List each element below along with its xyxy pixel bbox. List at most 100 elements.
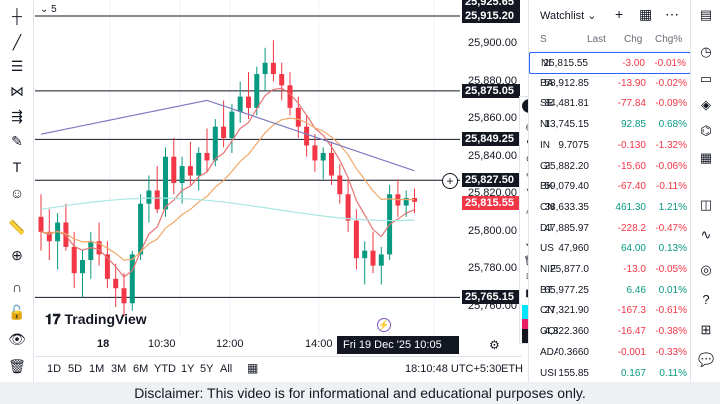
- watchlist-list-icon[interactable]: ▤: [699, 7, 713, 22]
- broadcast-icon[interactable]: ◎: [700, 262, 712, 277]
- alerts-clock-icon[interactable]: ◷: [700, 44, 712, 59]
- time-tick-label: 12:00: [216, 338, 244, 350]
- help-icon[interactable]: ?: [702, 292, 710, 307]
- candle-body: [337, 175, 343, 195]
- time-axis[interactable]: 18 10:30 12:00 14:00 Fri 19 Dec '25 10:0…: [35, 336, 522, 354]
- sma-line: [40, 99, 415, 172]
- range-1m-button[interactable]: 1M: [89, 363, 105, 375]
- watchlist-row[interactable]: DJ 47,885.97 -228.2 -0.47%: [529, 218, 691, 240]
- watchlist-row[interactable]: BT 65,977.25 6.46 0.01%: [529, 280, 691, 302]
- watchlist-change: -0.001: [617, 346, 646, 358]
- notifications-icon[interactable]: ◫: [699, 197, 713, 212]
- emoji-icon[interactable]: ☺: [9, 185, 25, 201]
- chat-icon[interactable]: ▭: [699, 71, 713, 86]
- watchlist-last-price: 27,321.90: [544, 305, 590, 317]
- watchlist-title-dropdown[interactable]: Watchlist ⌄: [540, 10, 597, 22]
- trash-icon[interactable]: 🗑: [8, 357, 26, 374]
- watchlist-symbol: GI: [540, 160, 551, 172]
- chart-pane[interactable]: [35, 0, 460, 336]
- grid-layout-icon[interactable]: ⊞: [700, 322, 712, 337]
- range-all-button[interactable]: All: [220, 363, 233, 375]
- trend-line-icon[interactable]: ╱: [12, 33, 22, 50]
- candle-body: [80, 260, 85, 274]
- price-axis[interactable]: 25,900.00 25,880.00 25,860.00 25,840.00 25,8…: [460, 0, 522, 336]
- watchlist-row[interactable]: SE 84,481.81 -77.84 -0.09%: [529, 93, 691, 115]
- col-chg[interactable]: Chg: [624, 34, 643, 45]
- watchlist-row[interactable]: USI 155.85 0.167 0.11%: [529, 363, 691, 385]
- price-level-tag[interactable]: 25,875.05: [462, 83, 520, 98]
- watchlist-change-pct: 1.21%: [658, 201, 687, 213]
- price-level-tag[interactable]: 25,765.15: [462, 290, 520, 305]
- range-1y-button[interactable]: 1Y: [181, 363, 195, 375]
- pulse-icon[interactable]: ∿: [700, 227, 712, 242]
- brush-icon[interactable]: ✎: [11, 132, 23, 149]
- candlestick-chart[interactable]: [35, 0, 460, 336]
- candle-body: [237, 96, 243, 112]
- chat-bubble-icon[interactable]: 💬: [698, 352, 715, 367]
- chart-settings-gear-icon[interactable]: ⚙: [489, 338, 500, 352]
- watchlist-row[interactable]: ADA 0.3660 -0.001 -0.33%: [529, 342, 691, 364]
- collapse-indicators-chevron[interactable]: ⌄ 5: [40, 4, 57, 15]
- watchlist-change-pct: -0.06%: [655, 160, 687, 172]
- candle-body: [96, 241, 102, 255]
- watchlist-row[interactable]: NI 13,745.15 92.85 0.68%: [529, 114, 691, 136]
- candle-body: [403, 198, 409, 206]
- fib-retracement-icon[interactable]: ☰: [10, 57, 24, 74]
- price-level-tag[interactable]: 25,915.20: [462, 9, 520, 23]
- add-alert-plus-icon[interactable]: +: [442, 173, 458, 189]
- calendar-icon[interactable]: ▦: [699, 150, 713, 165]
- range-6m-button[interactable]: 6M: [133, 363, 149, 375]
- watchlist-row[interactable]: IN 9.7075 -0.130 -1.32%: [529, 135, 691, 157]
- ema-fast-line: [40, 87, 415, 278]
- watchlist-row[interactable]: NIF 25,877.0 -13.0 -0.05%: [529, 259, 691, 281]
- watchlist-last-price: 13,745.15: [544, 119, 590, 131]
- magnet-icon[interactable]: ∩: [11, 279, 23, 295]
- color-magenta-swatch[interactable]: [522, 319, 530, 333]
- watchlist-row[interactable]: GOI 4,322.360 -16.47 -0.38%: [529, 321, 691, 343]
- watchlist-symbol: GOI: [540, 326, 558, 338]
- add-symbol-icon[interactable]: +: [615, 6, 624, 22]
- candle-body: [146, 190, 152, 204]
- text-icon[interactable]: T: [12, 159, 22, 175]
- zoom-in-icon[interactable]: ⊕: [11, 246, 23, 263]
- col-symbol[interactable]: S: [540, 34, 547, 45]
- watchlist-change: 461.30: [615, 201, 646, 213]
- ideas-icon[interactable]: ⌬: [700, 123, 712, 138]
- watchlist-row[interactable]: BA 58,912.85 -13.90 -0.02%: [529, 73, 691, 95]
- utc-clock[interactable]: 18:10:48 UTC+5:30: [405, 363, 502, 375]
- price-level-tag[interactable]: 25,925.65: [462, 0, 520, 9]
- col-chg-pct[interactable]: Chg%: [655, 34, 683, 45]
- ruler-icon[interactable]: 📏: [8, 218, 26, 235]
- session-toggle[interactable]: ETH: [501, 363, 523, 375]
- range-3m-button[interactable]: 3M: [111, 363, 127, 375]
- watchlist-row[interactable]: BK 59,079.40 -67.40 -0.11%: [529, 176, 691, 198]
- crosshair-icon[interactable]: ┼: [12, 8, 22, 24]
- watchlist-symbol: CN: [540, 305, 555, 317]
- watchlist-change-pct: 0.13%: [658, 243, 687, 255]
- candle-body: [113, 278, 119, 289]
- flash-event-icon[interactable]: ⚡: [377, 318, 391, 332]
- price-level-tag[interactable]: 25,827.50: [462, 173, 520, 188]
- price-level-tag[interactable]: 25,815.55: [462, 195, 520, 210]
- prediction-icon[interactable]: ⇶: [11, 107, 23, 124]
- watchlist-row[interactable]: CN 27,321.90 -167.3 -0.61%: [529, 300, 691, 322]
- advanced-view-icon[interactable]: ▦: [639, 6, 653, 22]
- range-1d-button[interactable]: 1D: [47, 363, 62, 375]
- watchlist-row[interactable]: CN 38,633.35 461.30 1.21%: [529, 197, 691, 219]
- date-range-calendar-icon[interactable]: ▦: [247, 361, 259, 375]
- watchlist-row[interactable]: US 47,960 64.00 0.13%: [529, 238, 691, 260]
- candle-body: [46, 231, 52, 242]
- watchlist-row[interactable]: GI 25,882.20 -15.60 -0.06%: [529, 156, 691, 178]
- price-level-tag[interactable]: 25,849.25: [462, 132, 520, 147]
- hide-drawings-icon[interactable]: 👁: [8, 330, 26, 347]
- range-5d-button[interactable]: 5D: [68, 363, 83, 375]
- range-5y-button[interactable]: 5Y: [200, 363, 214, 375]
- ema-slow-line: [40, 117, 415, 261]
- pattern-icon[interactable]: ⋈: [10, 82, 24, 99]
- watchlist-row[interactable]: NI 25,815.55 -3.00 -0.01%: [529, 52, 691, 74]
- col-last[interactable]: Last: [587, 34, 606, 45]
- range-ytd-button[interactable]: YTD: [154, 363, 176, 375]
- more-options-icon[interactable]: ⋯: [665, 6, 679, 22]
- layers-icon[interactable]: ◈: [701, 97, 711, 112]
- lock-drawings-icon[interactable]: 🔓: [8, 303, 26, 320]
